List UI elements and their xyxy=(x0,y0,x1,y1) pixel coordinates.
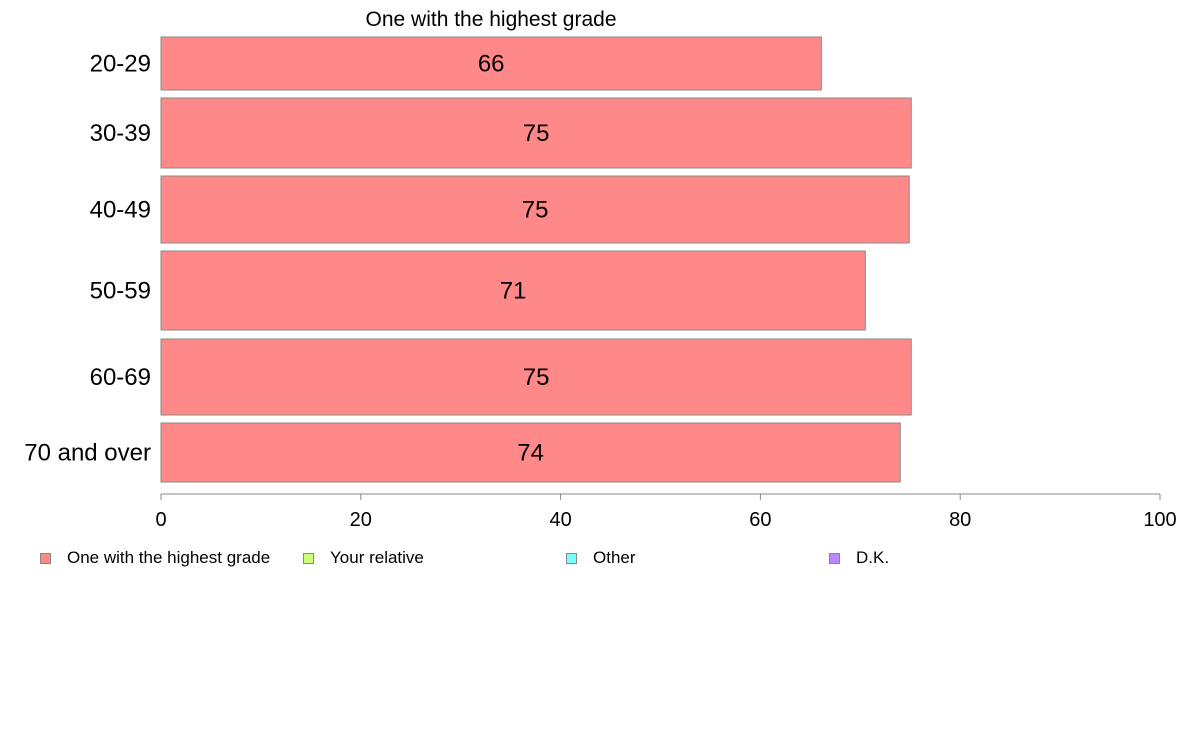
bars-group: 66 20-29 75 30-39 75 40-49 71 50-59 75 60-69 74 70 … xyxy=(24,36,912,483)
data-label-70-and-over: 74 xyxy=(517,440,544,467)
chart-title: One with the highest grade xyxy=(366,8,617,31)
legend-item-other: Other xyxy=(566,548,636,567)
bar-70-and-over xyxy=(160,422,901,483)
x-tick-label: 60 xyxy=(749,509,771,531)
legend-swatch-your-relative xyxy=(303,552,314,564)
x-tick-label: 20 xyxy=(350,509,372,531)
data-label-30-39: 75 xyxy=(523,120,550,147)
legend-item-highest-grade: One with the highest grade xyxy=(40,548,271,567)
data-label-40-49: 75 xyxy=(522,197,549,224)
bar-20-29 xyxy=(160,36,822,91)
x-tick-label: 0 xyxy=(155,509,166,531)
legend-swatch-highest-grade xyxy=(40,552,51,564)
legend-label-dk: D.K. xyxy=(856,548,890,567)
legend-label-highest-grade: One with the highest grade xyxy=(67,548,271,567)
data-label-20-29: 66 xyxy=(478,51,505,78)
data-label-50-59: 71 xyxy=(500,278,527,305)
x-tick-label: 80 xyxy=(949,509,971,531)
category-label-30-39: 30-39 xyxy=(90,120,151,147)
legend-swatch-other xyxy=(566,552,577,564)
x-tick-label: 100 xyxy=(1143,509,1176,531)
legend-swatch-dk xyxy=(829,552,840,564)
legend-label-your-relative: Your relative xyxy=(330,548,424,567)
bar-60-69 xyxy=(160,338,912,416)
bar-30-39 xyxy=(160,97,912,169)
x-axis: 0 20 40 60 80 100 xyxy=(155,493,1177,531)
legend: One with the highest grade Your relative… xyxy=(0,548,1188,569)
bar-50-59 xyxy=(160,250,866,331)
x-tick-label: 40 xyxy=(549,509,571,531)
category-label-50-59: 50-59 xyxy=(90,278,151,305)
category-label-20-29: 20-29 xyxy=(90,51,151,78)
bar-40-49 xyxy=(160,175,910,244)
category-label-70-and-over: 70 and over xyxy=(24,440,151,467)
data-label-60-69: 75 xyxy=(523,364,550,391)
legend-label-other: Other xyxy=(593,548,636,567)
category-label-40-49: 40-49 xyxy=(90,197,151,224)
category-label-60-69: 60-69 xyxy=(90,364,151,391)
legend-item-dk: D.K. xyxy=(829,548,890,567)
legend-item-your-relative: Your relative xyxy=(303,548,424,567)
